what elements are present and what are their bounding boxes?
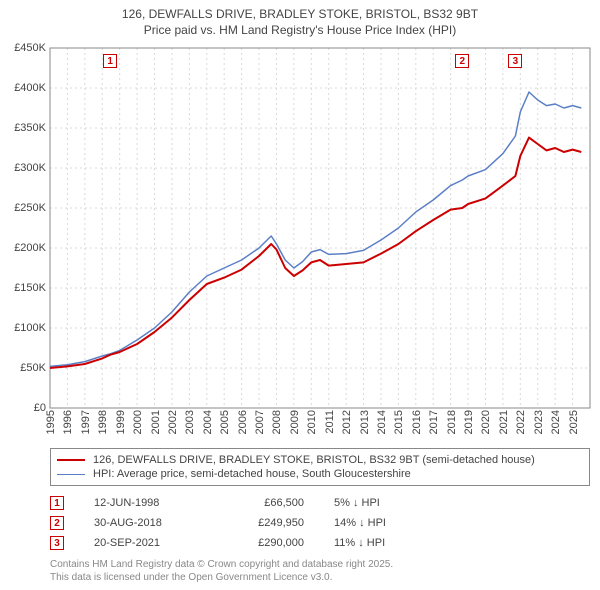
x-tick-label: 2012 <box>341 410 353 434</box>
x-tick-label: 2001 <box>150 410 162 434</box>
y-tick-label: £250K <box>0 202 46 214</box>
legend-swatch <box>57 459 85 461</box>
x-tick-label: 2009 <box>289 410 301 434</box>
y-tick-label: £50K <box>0 362 46 374</box>
marker-num: 2 <box>50 516 64 530</box>
title-line2: Price paid vs. HM Land Registry's House … <box>0 22 600 38</box>
y-tick-label: £0 <box>0 402 46 414</box>
footer: Contains HM Land Registry data © Crown c… <box>50 558 393 584</box>
x-tick-label: 2023 <box>533 410 545 434</box>
footer-line1: Contains HM Land Registry data © Crown c… <box>50 558 393 571</box>
chart-plot-area: £0£50K£100K£150K£200K£250K£300K£350K£400… <box>50 48 590 408</box>
x-tick-label: 2016 <box>411 410 423 434</box>
x-tick-label: 2013 <box>359 410 371 434</box>
title-line1: 126, DEWFALLS DRIVE, BRADLEY STOKE, BRIS… <box>0 6 600 22</box>
x-tick-label: 2022 <box>515 410 527 434</box>
marker-num: 1 <box>50 496 64 510</box>
x-tick-label: 2005 <box>219 410 231 434</box>
x-tick-label: 2011 <box>324 410 336 434</box>
plot-svg <box>50 48 590 408</box>
x-tick-label: 2008 <box>271 410 283 434</box>
x-tick-label: 2010 <box>306 410 318 434</box>
x-tick-label: 2000 <box>132 410 144 434</box>
marker-num: 3 <box>50 536 64 550</box>
y-tick-label: £100K <box>0 322 46 334</box>
marker-table: 1 12-JUN-1998 £66,500 5% ↓ HPI 2 30-AUG-2018 £… <box>50 493 590 553</box>
marker-delta: 11% ↓ HPI <box>334 537 434 549</box>
x-tick-label: 2014 <box>376 410 388 434</box>
y-tick-label: £450K <box>0 42 46 54</box>
x-tick-label: 2021 <box>498 410 510 434</box>
marker-date: 20-SEP-2021 <box>94 537 194 549</box>
marker-table-row: 2 30-AUG-2018 £249,950 14% ↓ HPI <box>50 513 590 533</box>
x-tick-label: 2004 <box>202 410 214 434</box>
chart-marker: 3 <box>508 54 522 68</box>
x-tick-label: 2007 <box>254 410 266 434</box>
legend-item: HPI: Average price, semi-detached house,… <box>57 467 583 481</box>
chart-marker: 1 <box>103 54 117 68</box>
x-tick-label: 2025 <box>568 410 580 434</box>
x-tick-label: 1999 <box>115 410 127 434</box>
x-tick-label: 2003 <box>184 410 196 434</box>
marker-date: 12-JUN-1998 <box>94 497 194 509</box>
footer-line2: This data is licensed under the Open Gov… <box>50 571 393 584</box>
x-tick-label: 2006 <box>237 410 249 434</box>
x-tick-label: 2024 <box>550 410 562 434</box>
legend-label: 126, DEWFALLS DRIVE, BRADLEY STOKE, BRIS… <box>93 454 535 466</box>
y-tick-label: £300K <box>0 162 46 174</box>
marker-price: £66,500 <box>224 497 304 509</box>
y-tick-label: £150K <box>0 282 46 294</box>
marker-table-row: 3 20-SEP-2021 £290,000 11% ↓ HPI <box>50 533 590 553</box>
legend-label: HPI: Average price, semi-detached house,… <box>93 468 411 480</box>
x-tick-label: 2015 <box>393 410 405 434</box>
marker-delta: 5% ↓ HPI <box>334 497 434 509</box>
marker-delta: 14% ↓ HPI <box>334 517 434 529</box>
legend-swatch <box>57 474 85 475</box>
x-tick-label: 2019 <box>463 410 475 434</box>
y-tick-label: £350K <box>0 122 46 134</box>
marker-price: £290,000 <box>224 537 304 549</box>
x-tick-label: 1996 <box>62 410 74 434</box>
y-tick-label: £200K <box>0 242 46 254</box>
chart-marker: 2 <box>455 54 469 68</box>
legend: 126, DEWFALLS DRIVE, BRADLEY STOKE, BRIS… <box>50 448 590 486</box>
x-tick-label: 2017 <box>428 410 440 434</box>
y-tick-label: £400K <box>0 82 46 94</box>
x-tick-label: 1997 <box>80 410 92 434</box>
x-tick-label: 2002 <box>167 410 179 434</box>
x-tick-label: 1998 <box>97 410 109 434</box>
marker-date: 30-AUG-2018 <box>94 517 194 529</box>
chart-title: 126, DEWFALLS DRIVE, BRADLEY STOKE, BRIS… <box>0 0 600 38</box>
x-tick-label: 2018 <box>446 410 458 434</box>
marker-price: £249,950 <box>224 517 304 529</box>
marker-table-row: 1 12-JUN-1998 £66,500 5% ↓ HPI <box>50 493 590 513</box>
legend-item: 126, DEWFALLS DRIVE, BRADLEY STOKE, BRIS… <box>57 453 583 467</box>
x-tick-label: 2020 <box>480 410 492 434</box>
x-tick-label: 1995 <box>45 410 57 434</box>
